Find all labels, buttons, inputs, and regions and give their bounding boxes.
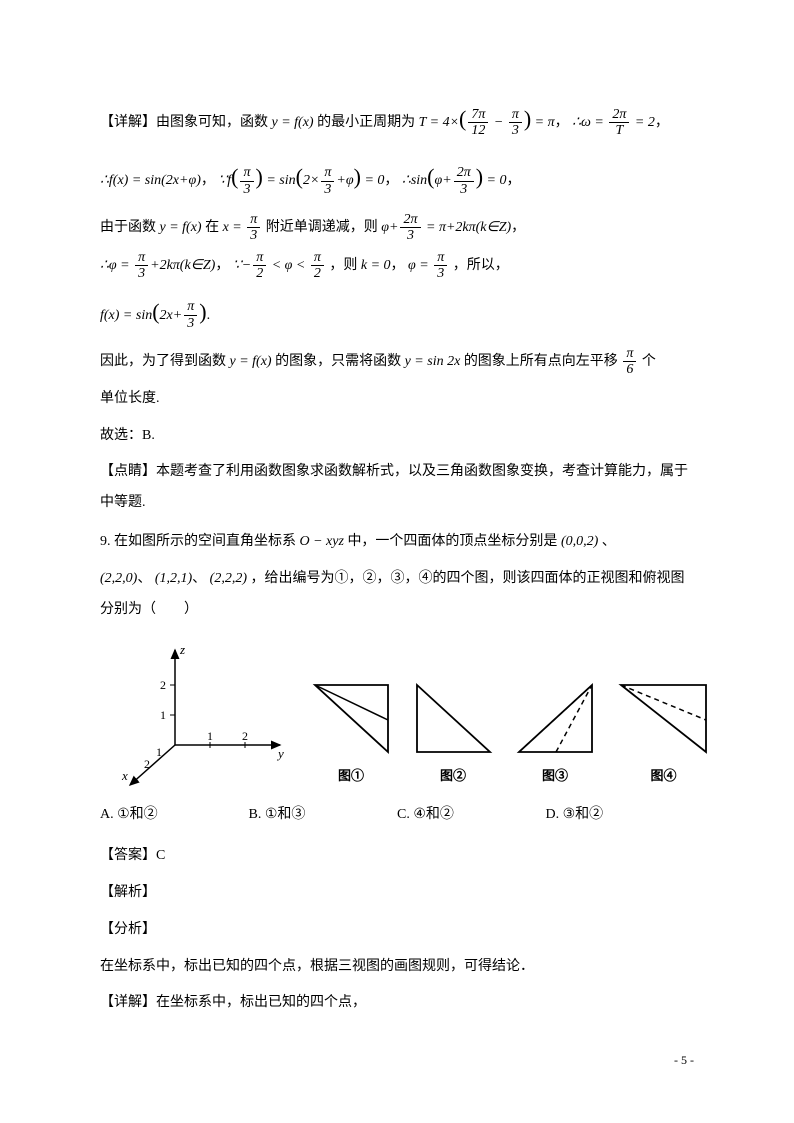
svg-text:1: 1 [156, 745, 162, 759]
math-expr: ∴f(x) = sin(2x+φ) [100, 173, 201, 188]
page-content: 【详解】由图象可知，函数 y = f(x) 的最小正周期为 T = 4×(7π1… [0, 0, 794, 1065]
paragraph: f(x) = sin(2x+π3). [100, 288, 694, 336]
axis-figure: z 1 2 y 1 2 x 1 2 [120, 640, 290, 790]
text: 个 [642, 354, 656, 369]
text: ，则 [329, 258, 357, 273]
paragraph: 【详解】由图象可知，函数 y = f(x) 的最小正周期为 T = 4×(7π1… [100, 95, 694, 143]
text: 9. 在如图所示的空间直角坐标系 [100, 534, 296, 549]
math-expr: y = f(x) [272, 115, 314, 130]
math-coord: (0,0,2) [561, 534, 598, 549]
text: 的图象上所有点向左平移 [464, 354, 618, 369]
math-coord: (2,2,0) [100, 571, 137, 586]
option-a: A. ①和② [100, 800, 249, 831]
text: 由于函数 [100, 220, 156, 235]
text: 因此，为了得到函数 [100, 354, 226, 369]
text: ，所以， [453, 258, 509, 273]
question-9-cont: (2,2,0)、 (1,2,1)、 (2,2,2) ，给出编号为①，②，③，④的… [100, 564, 694, 626]
figure-label: 图③ [514, 762, 596, 791]
svg-text:1: 1 [160, 708, 166, 722]
svg-text:1: 1 [207, 729, 213, 743]
math-expr: φ = π3 [408, 258, 449, 273]
answer: 【答案】C [100, 841, 694, 872]
math-expr: π6 [621, 354, 638, 369]
figure-label: 图④ [616, 762, 711, 791]
text: 、 [602, 534, 616, 549]
svg-text:2: 2 [160, 678, 166, 692]
math-expr: k = 0 [361, 258, 391, 273]
text: 的图象，只需将函数 [275, 354, 401, 369]
text: 【详解】由图象可知，函数 [100, 115, 268, 130]
section-label: 【分析】 [100, 915, 694, 946]
math-expr: y = f(x) [230, 354, 272, 369]
option-d: D. ③和② [546, 800, 695, 831]
math-coord: (2,2,2) [210, 571, 247, 586]
math-coord: (1,2,1) [155, 571, 192, 586]
paragraph: 因此，为了得到函数 y = f(x) 的图象，只需将函数 y = sin 2x … [100, 346, 694, 378]
svg-text:2: 2 [144, 757, 150, 771]
math-expr: ∴sin(φ+2π3) = 0 [402, 173, 507, 188]
math-expr: ∴φ = π3+2kπ(k∈Z) [100, 258, 215, 273]
question-9: 9. 在如图所示的空间直角坐标系 O − xyz 中，一个四面体的顶点坐标分别是… [100, 527, 694, 558]
figure-1: 图① [310, 680, 392, 791]
text: 中，一个四面体的顶点坐标分别是 [347, 534, 557, 549]
paragraph: ∴φ = π3+2kπ(k∈Z)， ∵−π2 < φ < π2 ，则 k = 0… [100, 250, 694, 282]
paragraph: 由于函数 y = f(x) 在 x = π3 附近单调递减，则 φ+2π3 = … [100, 212, 694, 244]
triangle-4-svg [616, 680, 711, 758]
figure-label: 图② [412, 762, 494, 791]
triangle-3-svg [514, 680, 596, 758]
math-expr: ∴ω = 2πT = 2 [572, 115, 655, 130]
math-expr: ∵f(π3) = sin(2×π3+φ) = 0 [218, 173, 384, 188]
option-b: B. ①和③ [249, 800, 398, 831]
figure-2: 图② [412, 680, 494, 791]
triangle-1-svg [310, 680, 392, 758]
text: 的最小正周期为 [317, 115, 415, 130]
math-expr: y = f(x) [160, 220, 202, 235]
paragraph: 【详解】在坐标系中，标出已知的四个点， [100, 988, 694, 1019]
math-expr: ∵−π2 < φ < π2 [233, 258, 326, 273]
paragraph: 故选：B. [100, 421, 694, 452]
figure-4: 图④ [616, 680, 711, 791]
math-expr: O − xyz [300, 534, 344, 549]
math-expr: T = 4×(7π12 − π3) = π [419, 115, 555, 130]
option-c: C. ④和② [397, 800, 546, 831]
math-expr: f(x) = sin(2x+π3) [100, 308, 207, 323]
figure-label: 图① [310, 762, 392, 791]
paragraph: ∴f(x) = sin(2x+φ)， ∵f(π3) = sin(2×π3+φ) … [100, 153, 694, 201]
svg-text:y: y [276, 746, 284, 761]
figure-row: z 1 2 y 1 2 x 1 2 图① 图 [120, 640, 694, 790]
section-label: 【解析】 [100, 878, 694, 909]
figure-3: 图③ [514, 680, 596, 791]
axis-svg: z 1 2 y 1 2 x 1 2 [120, 640, 290, 790]
svg-text:x: x [121, 768, 128, 783]
page-number: - 5 - [674, 1047, 694, 1073]
math-expr: x = π3 [223, 220, 263, 235]
paragraph: 单位长度. [100, 384, 694, 415]
options-row: A. ①和② B. ①和③ C. ④和② D. ③和② [100, 800, 694, 831]
math-expr: y = sin 2x [405, 354, 461, 369]
svg-text:2: 2 [242, 729, 248, 743]
paragraph: 在坐标系中，标出已知的四个点，根据三视图的画图规则，可得结论． [100, 952, 694, 983]
paragraph: 【点睛】本题考查了利用函数图象求函数解析式，以及三角函数图象变换，考查计算能力，… [100, 457, 694, 519]
math-expr: φ+2π3 = π+2kπ(k∈Z) [381, 220, 511, 235]
text: 附近单调递减，则 [266, 220, 378, 235]
svg-text:z: z [179, 642, 185, 657]
triangle-2-svg [412, 680, 494, 758]
